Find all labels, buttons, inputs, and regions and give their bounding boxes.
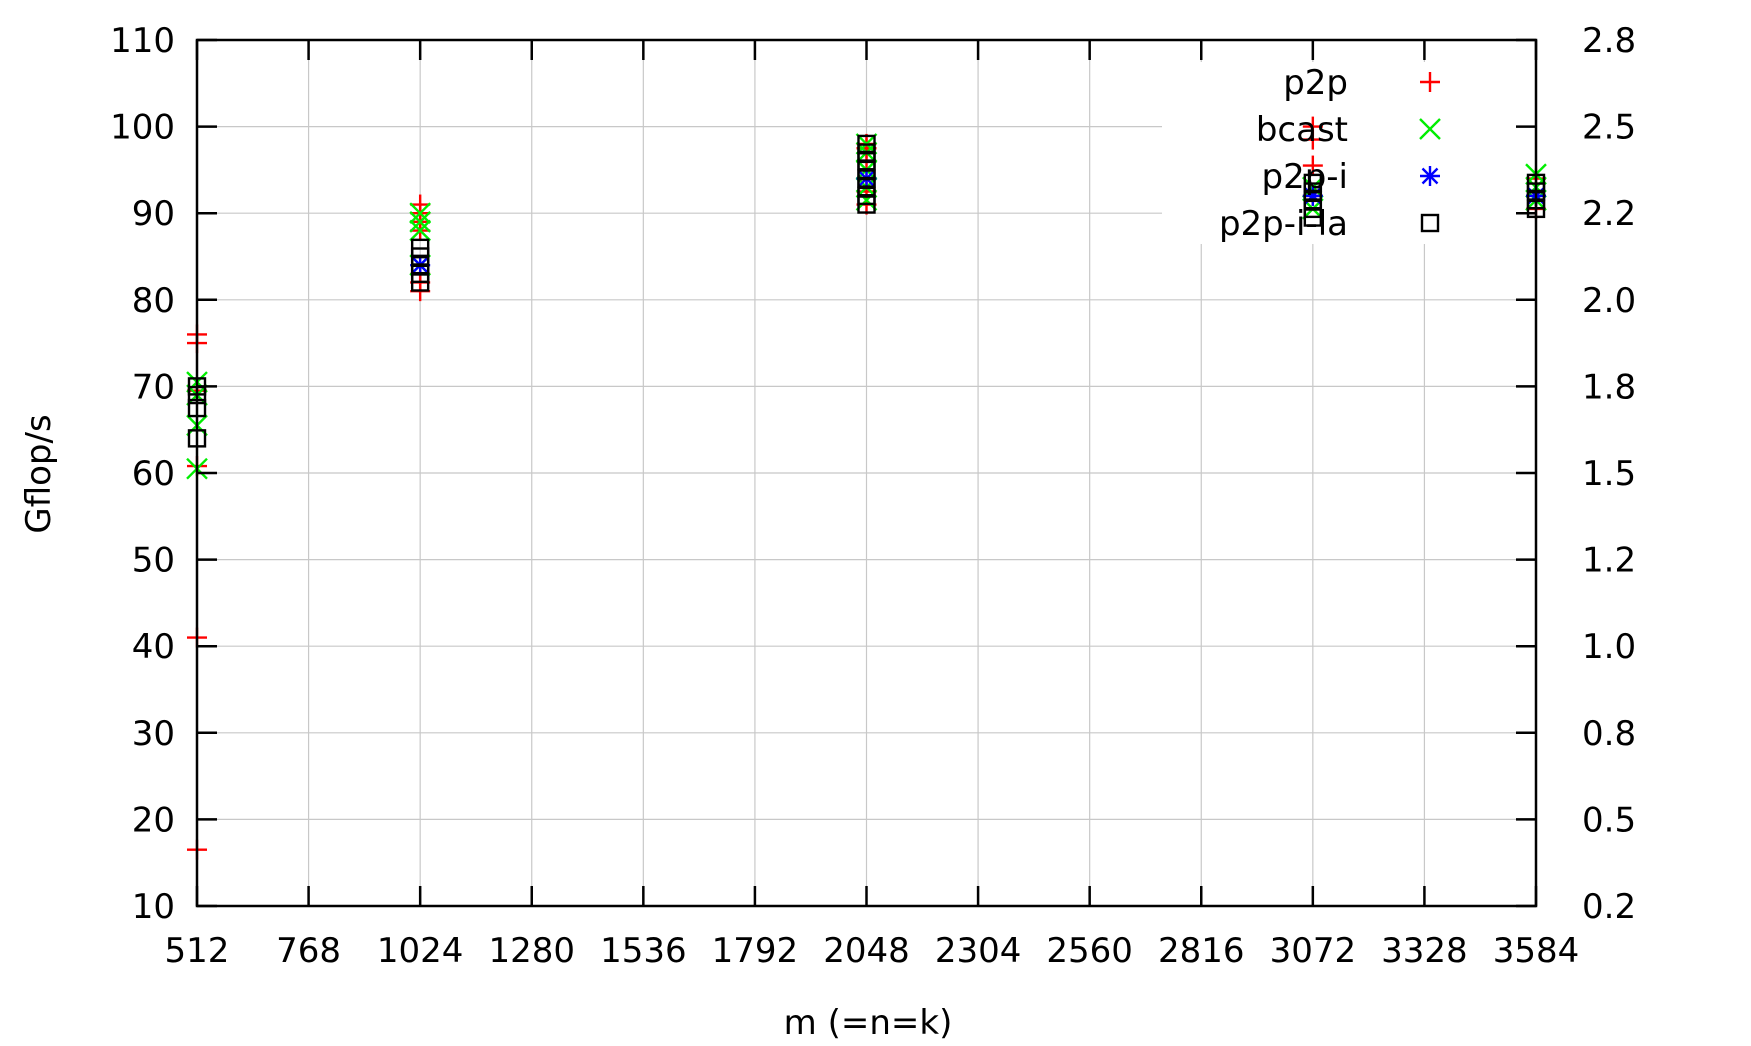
axes: 512 768 1024 1280 1536 1792 2048 2304 2560 2816 30… xyxy=(110,21,1636,971)
point-bcast xyxy=(409,211,432,233)
x-tick-label: 3328 xyxy=(1381,931,1468,971)
point-bcast xyxy=(409,202,432,225)
legend-marker-bcast xyxy=(1419,118,1441,140)
point-p2p xyxy=(410,194,431,215)
y2-tick-label: 2.2 xyxy=(1582,194,1636,234)
x-tick-label: 3072 xyxy=(1270,931,1357,971)
legend: p2p bcast p2p-i p2p-i-la xyxy=(1219,63,1441,244)
legend-label-p2p-i-la: p2p-i-la xyxy=(1219,204,1348,244)
legend-marker-p2p-i xyxy=(1420,166,1440,186)
y2-tick-label: 0.8 xyxy=(1582,714,1636,754)
y2-tick-label: 0.2 xyxy=(1582,887,1636,927)
y-tick-label: 70 xyxy=(132,367,175,407)
y2-tick-label: 2.8 xyxy=(1582,21,1636,61)
legend-label-p2p: p2p xyxy=(1283,63,1348,103)
legend-background xyxy=(1162,62,1534,244)
y-tick-label: 60 xyxy=(132,454,175,494)
x-tick-label: 2560 xyxy=(1046,931,1133,971)
y-tick-label: 110 xyxy=(110,21,175,61)
y-tick-label: 100 xyxy=(110,108,175,148)
y-axis-title: Gflop/s xyxy=(19,414,59,533)
x-tick-label: 768 xyxy=(276,931,341,971)
y2-tick-label: 1.8 xyxy=(1582,367,1636,407)
y2-tick-label: 1.5 xyxy=(1582,454,1636,494)
x-tick-label: 1792 xyxy=(712,931,799,971)
x-tick-label: 1280 xyxy=(488,931,575,971)
point-p2p-i-la xyxy=(1303,173,1323,193)
point-p2p-i-la xyxy=(857,134,876,154)
x-tick-label: 1024 xyxy=(377,931,464,971)
x-tick-label: 2816 xyxy=(1158,931,1245,971)
y-tick-label: 40 xyxy=(132,627,175,667)
legend-marker-p2p-i-la xyxy=(1420,213,1440,233)
y2-tick-label: 1.2 xyxy=(1582,541,1636,581)
legend-box xyxy=(1162,62,1534,244)
point-bcast xyxy=(409,219,432,242)
y2-tick-label: 0.5 xyxy=(1582,800,1636,840)
legend-marker-p2p xyxy=(1420,72,1440,92)
y2-tick-label: 2.0 xyxy=(1582,281,1636,321)
point-p2p xyxy=(1302,116,1323,137)
point-p2p-i-la xyxy=(410,238,430,258)
x-tick-label: 3584 xyxy=(1493,931,1580,971)
x-tick-label: 2048 xyxy=(823,931,910,971)
legend-label-bcast: bcast xyxy=(1256,110,1348,150)
y2-tick-label: 2.5 xyxy=(1582,108,1636,148)
point-p2p xyxy=(1302,155,1323,176)
x-tick-label: 2304 xyxy=(935,931,1022,971)
y2-tick-label: 1.0 xyxy=(1582,627,1636,667)
y-tick-label: 80 xyxy=(132,281,175,321)
plot-frame xyxy=(195,38,1538,908)
x-tick-label: 1536 xyxy=(600,931,687,971)
series-p2p-i-la xyxy=(187,134,1546,448)
y-tick-label: 50 xyxy=(132,541,175,581)
x-tick-label: 512 xyxy=(165,931,230,971)
y-tick-label: 10 xyxy=(132,887,175,927)
y-tick-label: 90 xyxy=(132,194,175,234)
legend-label-p2p-i: p2p-i xyxy=(1261,157,1348,197)
x-axis-title: m (=n=k) xyxy=(784,1003,953,1043)
y-tick-label: 30 xyxy=(132,714,175,754)
y-tick-label: 20 xyxy=(132,800,175,840)
